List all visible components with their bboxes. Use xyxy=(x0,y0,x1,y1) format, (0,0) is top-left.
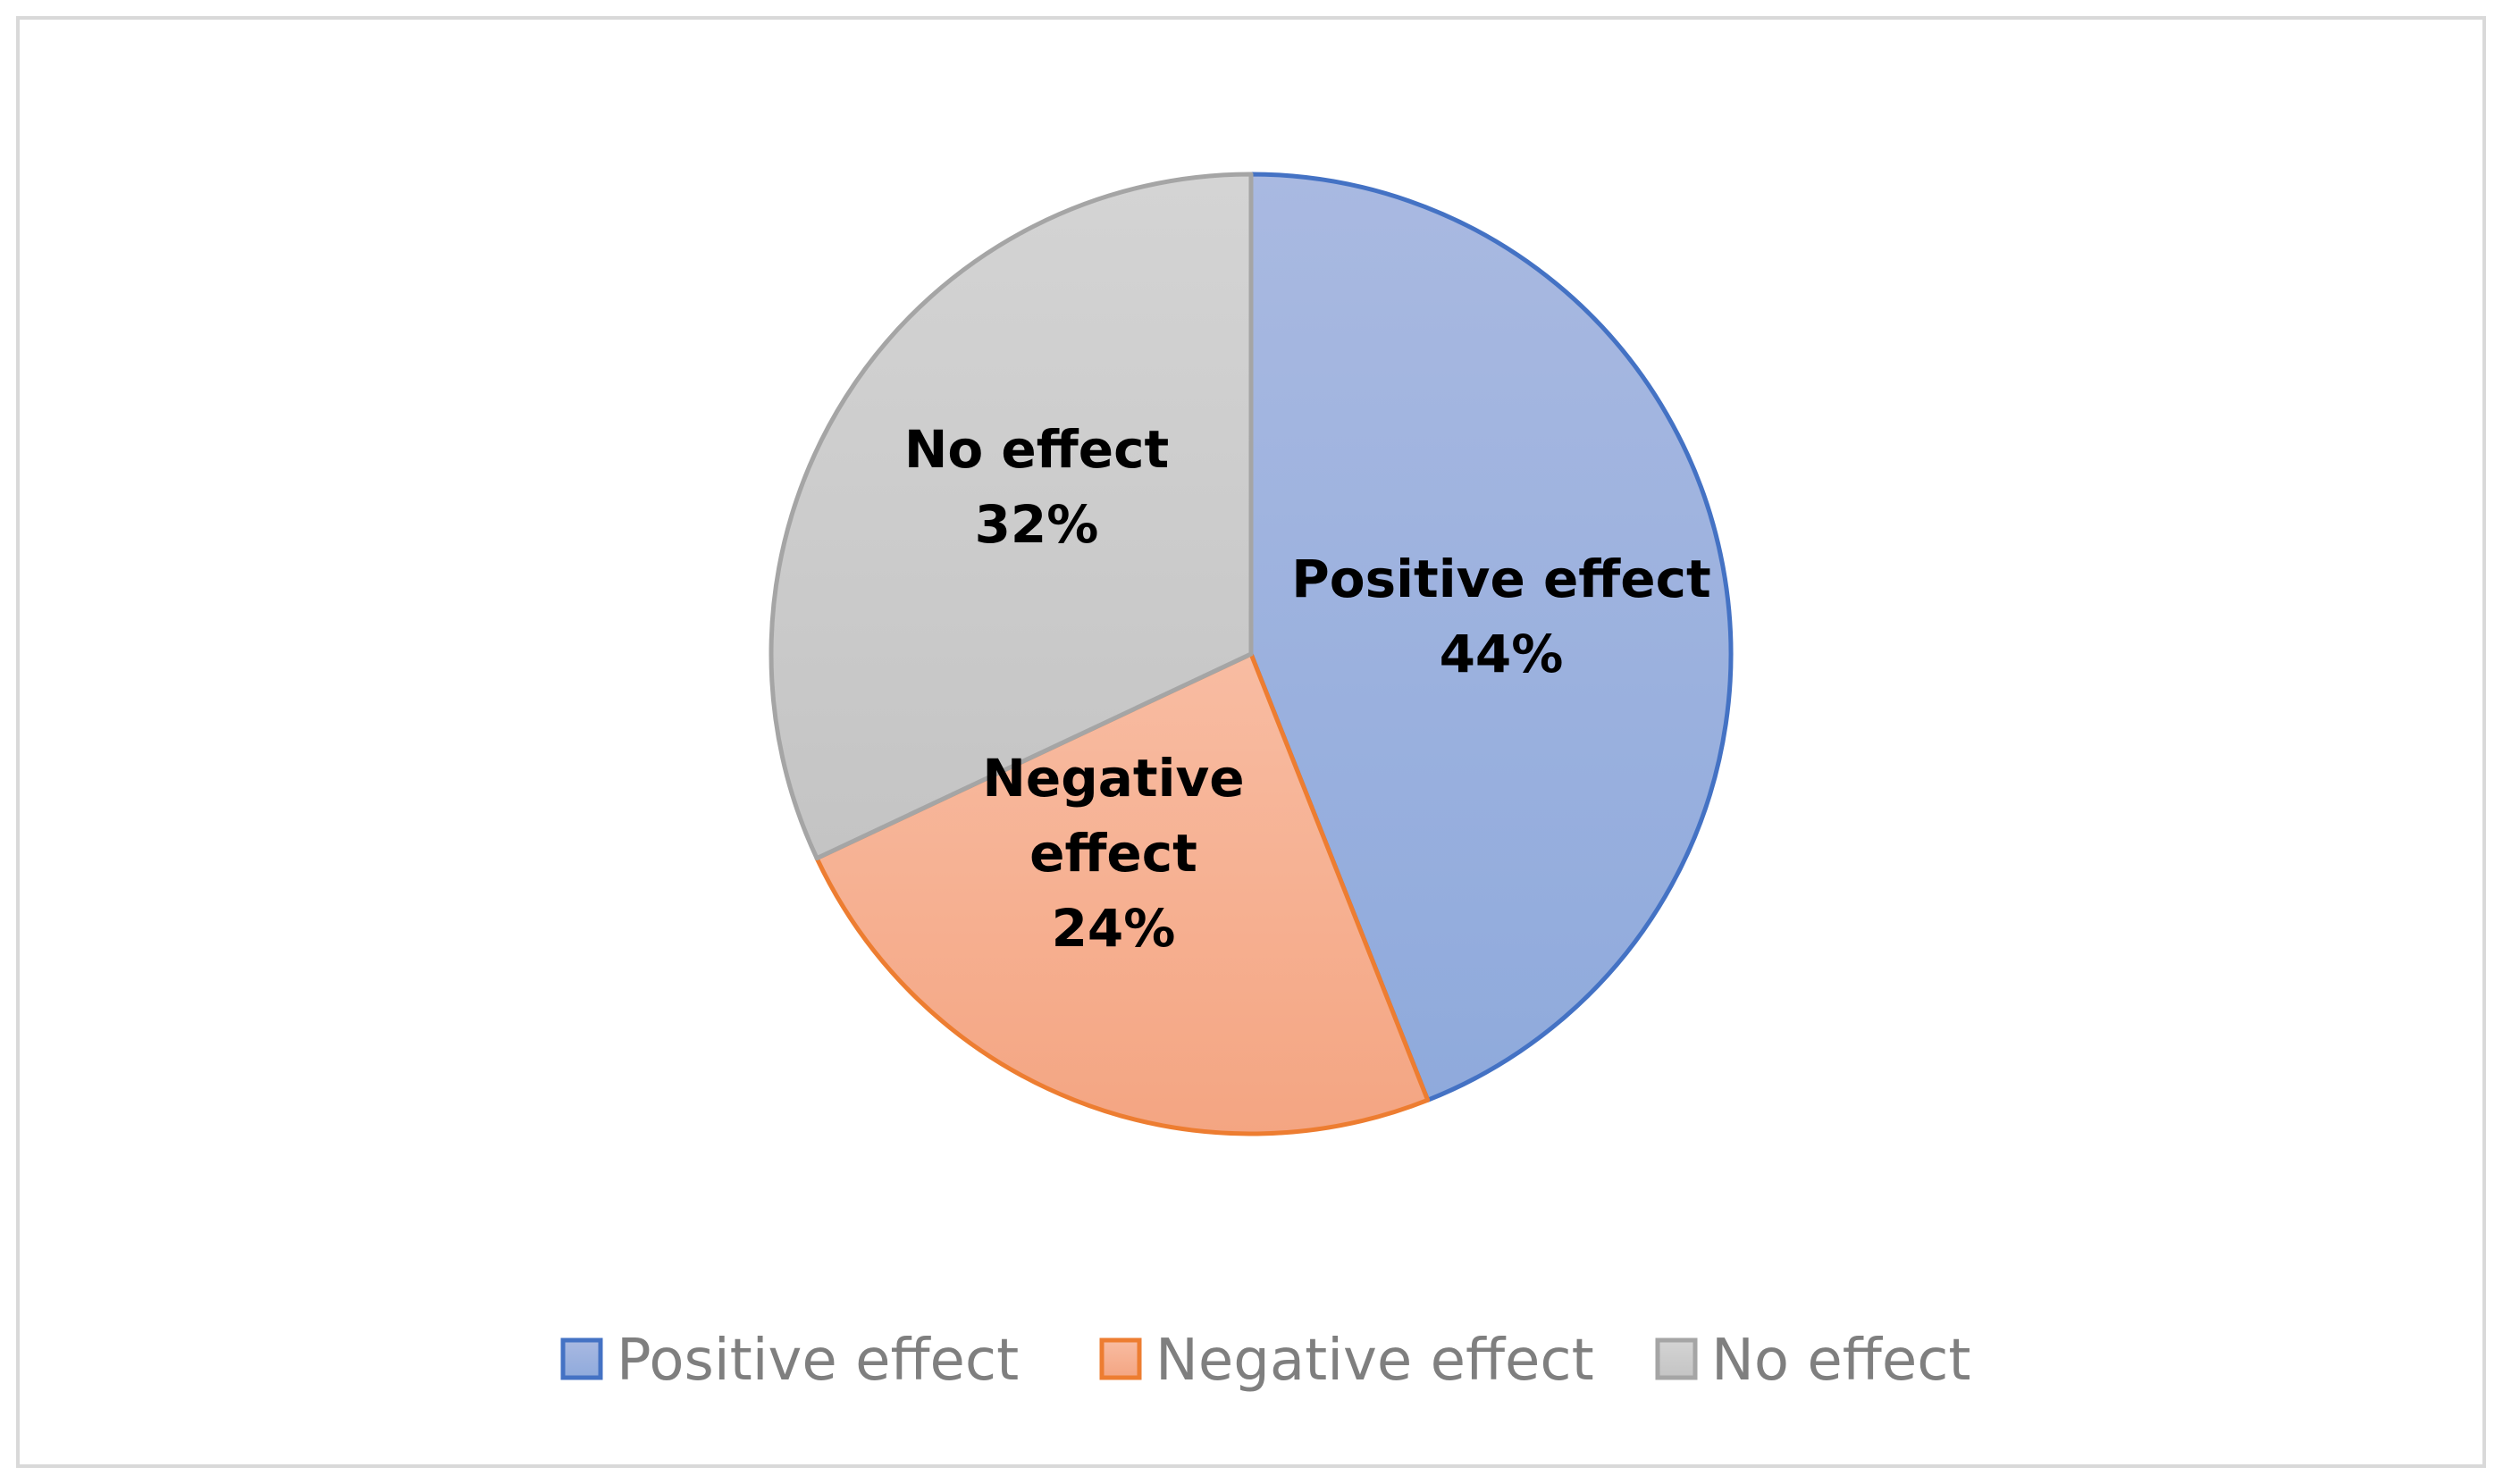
pie-slices xyxy=(769,172,1734,1136)
legend-swatch-no-effect xyxy=(1655,1337,1698,1380)
pie-slice-negative-effect xyxy=(814,651,1431,1136)
legend-label-positive-effect: Positive effect xyxy=(617,1328,1019,1394)
data-label-negative-effect: Negative effect 24% xyxy=(982,748,1244,959)
legend-swatch-negative-effect xyxy=(1099,1337,1142,1380)
legend-swatch-positive-effect xyxy=(560,1337,603,1380)
slice-labels: Positive effect 44% Negative effect 24% No ef… xyxy=(904,419,1711,959)
data-label-no-effect: No effect 32% xyxy=(904,419,1169,555)
pie-slice-no-effect xyxy=(769,172,1254,861)
data-label-positive-effect: Positive effect 44% xyxy=(1291,549,1710,684)
pie-slice-positive-effect xyxy=(1248,172,1734,1103)
legend-label-no-effect: No effect xyxy=(1711,1328,1971,1394)
legend: Positive effect Negative effect No effect xyxy=(560,1328,1971,1394)
legend-label-negative-effect: Negative effect xyxy=(1155,1328,1594,1394)
